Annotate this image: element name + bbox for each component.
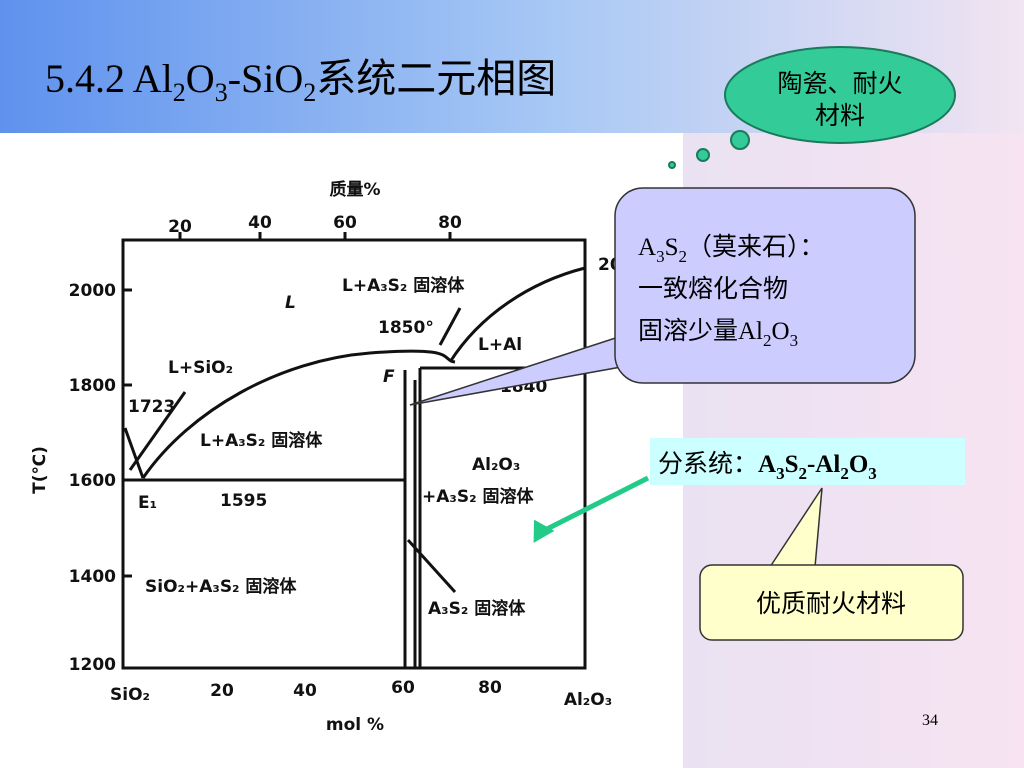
region-label: L+Al <box>478 335 522 355</box>
arrow-head <box>533 519 555 543</box>
top-tick: 20 <box>168 217 192 237</box>
arrow <box>543 475 650 533</box>
axis-title: mol % <box>326 715 384 735</box>
use-box <box>699 564 964 641</box>
box-text: 分系统：A3S2-Al2O3 <box>658 450 877 483</box>
region-label: E₁ <box>138 493 157 513</box>
top-tick: 40 <box>248 213 272 233</box>
axis-title: T(℃) <box>30 446 50 494</box>
top-tick: 60 <box>333 213 357 233</box>
region-label: L+SiO₂ <box>168 358 233 378</box>
subsystem-box <box>650 438 965 485</box>
slide-title: 5.4.2 Al2O3-SiO2系统二元相图 <box>45 56 556 107</box>
axis-title: 质量% <box>329 179 380 200</box>
y-tick: 1800 <box>69 376 116 396</box>
cloud-text: 材料 <box>815 102 865 130</box>
region-label: A₃S₂ 固溶体 <box>428 598 526 619</box>
page-number: 34 <box>922 712 938 729</box>
region-label: 1595 <box>220 491 267 511</box>
cloud <box>668 46 956 169</box>
box-text: A3S2（莫来石）： <box>638 233 824 266</box>
x-tick: SiO₂ <box>110 685 150 705</box>
x-tick: Al₂O₃ <box>564 690 612 710</box>
region-label: F <box>383 367 395 387</box>
region-label: L <box>285 293 296 313</box>
region-label: SiO₂+A₃S₂ 固溶体 <box>145 576 297 597</box>
y-tick: 2000 <box>69 281 116 301</box>
x-tick: 80 <box>478 678 502 698</box>
y-tick: 1400 <box>69 567 116 587</box>
cloud-text: 陶瓷、耐火 <box>777 70 902 98</box>
box-text: 优质耐火材料 <box>756 590 906 618</box>
y-tick: 1200 <box>69 655 116 675</box>
region-label: L+A₃S₂ 固溶体 <box>342 275 465 296</box>
x-tick: 40 <box>293 681 317 701</box>
region-label: 1723 <box>128 397 175 417</box>
x-tick: 60 <box>391 678 415 698</box>
y-tick: 1600 <box>69 471 116 491</box>
x-tick: 20 <box>210 681 234 701</box>
region-label: 1850° <box>378 318 434 338</box>
phase-diagram: 质量% 20 40 60 80 20 T(℃) 2000 1800 1600 1… <box>30 179 622 735</box>
region-label: Al₂O₃ <box>472 455 520 475</box>
box-text: 一致熔化合物 <box>638 275 788 303</box>
region-label: L+A₃S₂ 固溶体 <box>200 430 323 451</box>
mullite-box <box>614 187 916 384</box>
top-tick: 80 <box>438 213 462 233</box>
box-text: 固溶少量Al2O3 <box>638 317 798 350</box>
region-label: +A₃S₂ 固溶体 <box>422 486 534 507</box>
